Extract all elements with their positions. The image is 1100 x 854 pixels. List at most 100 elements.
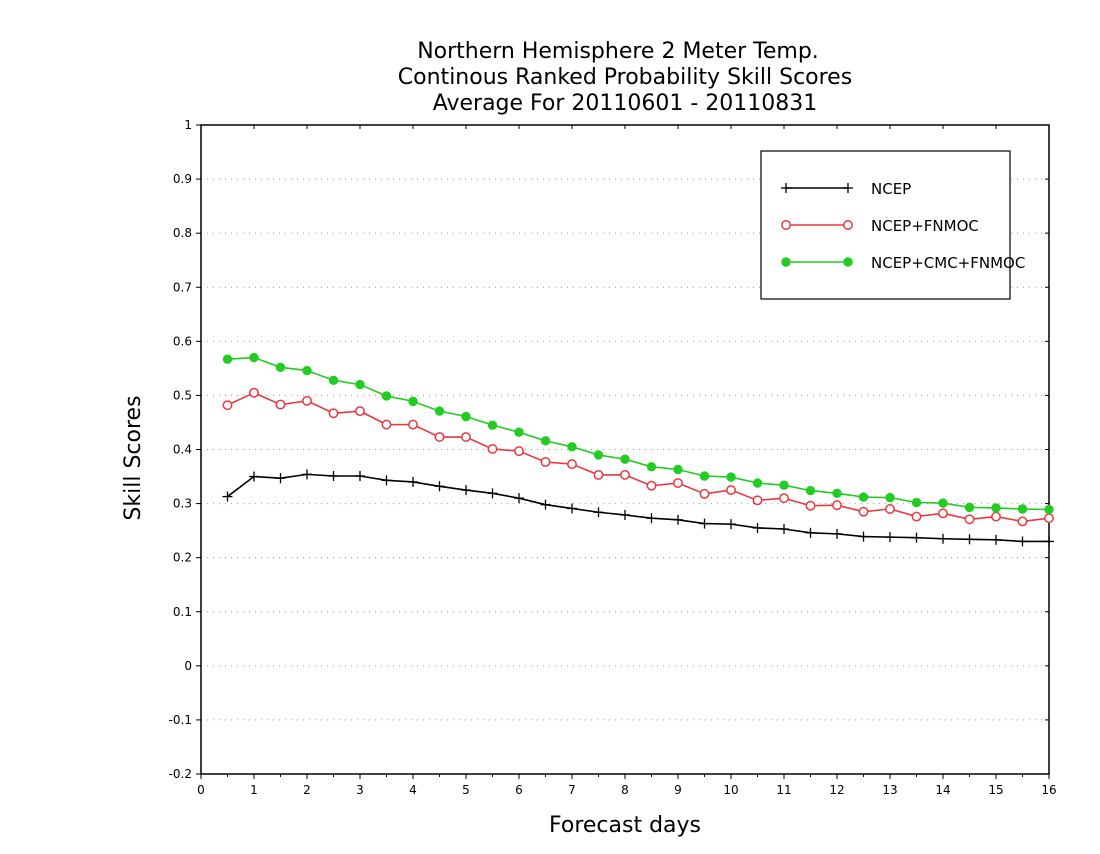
data-point-ncep-cmc-fnmoc (328, 375, 339, 385)
data-point-ncep-fnmoc (726, 485, 736, 496)
series-layer (222, 352, 1054, 547)
legend-label: NCEP+FNMOC (871, 217, 979, 235)
x-tick-label: 2 (303, 783, 311, 797)
data-point-ncep-fnmoc (461, 432, 471, 443)
data-point-ncep (567, 503, 577, 514)
data-point-ncep-fnmoc (1044, 513, 1054, 524)
data-point-ncep (991, 534, 1001, 545)
x-tick-label: 12 (829, 783, 844, 797)
chart-title-line-2: Continous Ranked Probability Skill Score… (398, 65, 852, 90)
data-point-ncep-fnmoc (832, 500, 842, 511)
data-point-ncep (328, 471, 339, 482)
data-point-ncep-cmc-fnmoc (1017, 504, 1028, 514)
data-point-ncep-cmc-fnmoc (964, 502, 975, 513)
x-tick-label: 0 (197, 783, 205, 797)
data-point-ncep-fnmoc (885, 504, 895, 514)
y-tick-label: 0.6 (173, 334, 192, 348)
data-point-ncep-cmc-fnmoc (540, 436, 551, 446)
data-point-ncep-fnmoc (355, 406, 365, 417)
y-tick-label: 0.3 (173, 497, 192, 511)
data-point-ncep-fnmoc (699, 488, 710, 499)
data-point-ncep (487, 488, 498, 499)
data-point-ncep-cmc-fnmoc (514, 427, 524, 437)
data-point-ncep-fnmoc (434, 432, 445, 443)
x-tick-label: 3 (356, 783, 364, 797)
data-point-ncep-cmc-fnmoc (355, 379, 365, 390)
data-point-ncep (593, 507, 604, 518)
x-tick-label: 6 (515, 783, 523, 797)
chart-title: Northern Hemisphere 2 Meter Temp. Contin… (398, 39, 852, 116)
data-point-ncep-fnmoc (567, 459, 577, 470)
data-point-ncep-cmc-fnmoc (779, 480, 789, 490)
data-point-ncep-cmc-fnmoc (249, 352, 259, 363)
data-point-ncep (434, 481, 445, 492)
data-point-ncep-fnmoc (858, 506, 869, 517)
axes: -0.2-0.100.10.20.30.40.50.60.70.80.910 1 2… (169, 118, 1057, 797)
data-point-ncep (355, 471, 365, 482)
data-point-ncep (699, 518, 710, 529)
data-point-ncep-cmc-fnmoc (938, 498, 948, 508)
data-point-ncep (1017, 536, 1028, 547)
data-point-ncep-cmc-fnmoc (885, 492, 895, 503)
x-tick-label: 11 (776, 783, 791, 797)
legend-marker (781, 183, 791, 193)
data-point-ncep-fnmoc (938, 508, 948, 519)
data-point-ncep-cmc-fnmoc (991, 503, 1001, 513)
data-point-ncep-fnmoc (275, 399, 286, 410)
data-point-ncep (911, 532, 922, 543)
y-tick-label: 0.7 (173, 280, 192, 294)
y-tick-label: -0.1 (169, 713, 192, 727)
data-point-ncep-fnmoc (964, 514, 975, 525)
y-tick-label: 0.4 (173, 443, 192, 457)
legend-marker (843, 183, 853, 193)
y-tick-label: 0.2 (173, 551, 192, 565)
data-point-ncep-cmc-fnmoc (381, 391, 392, 401)
data-point-ncep-cmc-fnmoc (434, 406, 445, 416)
data-point-ncep-cmc-fnmoc (726, 472, 736, 482)
data-point-ncep-fnmoc (1017, 516, 1028, 527)
data-point-ncep-cmc-fnmoc (699, 471, 710, 481)
data-point-ncep (938, 533, 948, 544)
chart-title-line-3: Average For 20110601 - 20110831 (433, 91, 818, 116)
data-point-ncep-fnmoc (673, 478, 683, 488)
series-ncep (222, 469, 1054, 547)
data-point-ncep-fnmoc (646, 480, 657, 491)
data-point-ncep-cmc-fnmoc (275, 362, 286, 372)
legend-item-ncep-fnmoc: NCEP+FNMOC (781, 217, 979, 235)
data-point-ncep-fnmoc (514, 446, 524, 457)
data-point-ncep-cmc-fnmoc (911, 497, 922, 508)
y-tick-label: 0.9 (173, 172, 192, 186)
data-point-ncep-cmc-fnmoc (805, 485, 816, 496)
data-point-ncep-cmc-fnmoc (461, 411, 471, 422)
data-point-ncep (249, 471, 259, 482)
data-point-ncep (1044, 536, 1054, 547)
data-point-ncep-fnmoc (593, 469, 604, 480)
data-point-ncep (752, 522, 763, 533)
legend-item-ncep: NCEP (781, 180, 911, 198)
data-point-ncep-cmc-fnmoc (673, 464, 683, 475)
legend-marker (781, 257, 791, 267)
x-tick-label: 16 (1041, 783, 1056, 797)
x-tick-label: 5 (462, 783, 470, 797)
data-point-ncep-fnmoc (249, 387, 259, 398)
data-point-ncep (620, 509, 630, 520)
data-point-ncep-cmc-fnmoc (858, 492, 869, 502)
x-tick-label: 9 (674, 783, 682, 797)
series-line-ncep-cmc-fnmoc (227, 356, 1050, 511)
data-point-ncep-fnmoc (222, 400, 233, 411)
data-point-ncep (302, 469, 312, 480)
x-tick-label: 4 (409, 783, 417, 797)
series-ncep-cmc-fnmoc (222, 352, 1054, 515)
data-point-ncep (514, 493, 524, 504)
data-point-ncep-cmc-fnmoc (408, 396, 418, 407)
x-tick-label: 8 (621, 783, 629, 797)
data-point-ncep (646, 513, 657, 524)
data-point-ncep (726, 519, 736, 530)
x-tick-label: 10 (723, 783, 738, 797)
data-point-ncep-cmc-fnmoc (1044, 504, 1054, 515)
data-point-ncep-cmc-fnmoc (222, 354, 233, 364)
data-point-ncep (832, 528, 842, 539)
data-point-ncep-cmc-fnmoc (646, 462, 657, 472)
y-tick-label: 0 (184, 659, 192, 673)
